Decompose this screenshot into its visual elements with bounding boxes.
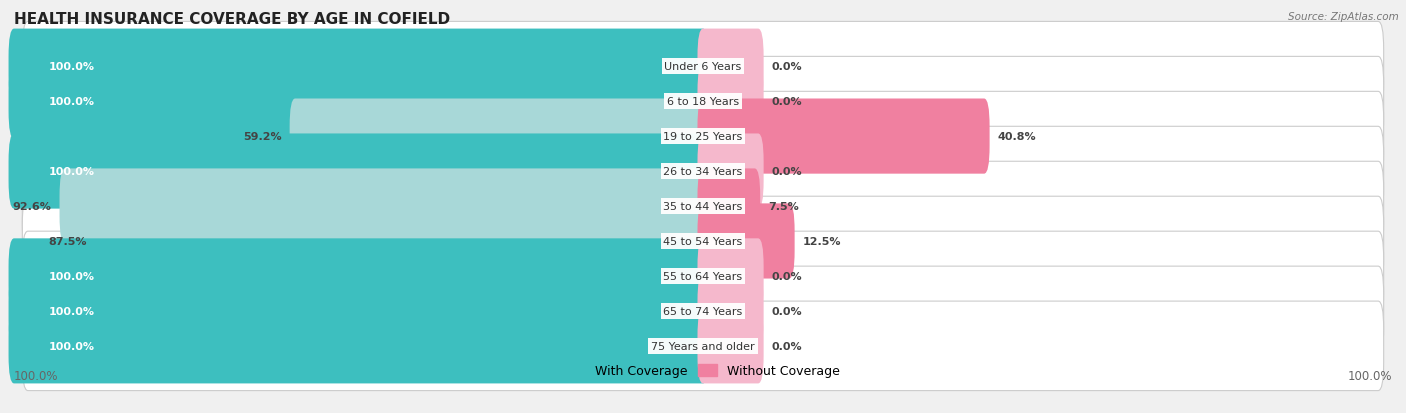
FancyBboxPatch shape <box>22 301 1384 391</box>
Text: 0.0%: 0.0% <box>772 306 803 316</box>
Text: 45 to 54 Years: 45 to 54 Years <box>664 236 742 247</box>
Text: HEALTH INSURANCE COVERAGE BY AGE IN COFIELD: HEALTH INSURANCE COVERAGE BY AGE IN COFI… <box>14 12 450 27</box>
Text: 100.0%: 100.0% <box>48 97 94 107</box>
Text: 26 to 34 Years: 26 to 34 Years <box>664 166 742 177</box>
FancyBboxPatch shape <box>697 99 990 174</box>
Text: 100.0%: 100.0% <box>48 341 94 351</box>
Text: 12.5%: 12.5% <box>803 236 841 247</box>
Text: 0.0%: 0.0% <box>772 62 803 72</box>
FancyBboxPatch shape <box>697 64 763 139</box>
Text: 35 to 44 Years: 35 to 44 Years <box>664 202 742 211</box>
Text: 59.2%: 59.2% <box>243 132 281 142</box>
Text: 100.0%: 100.0% <box>48 166 94 177</box>
Text: 0.0%: 0.0% <box>772 271 803 281</box>
Text: 6 to 18 Years: 6 to 18 Years <box>666 97 740 107</box>
FancyBboxPatch shape <box>8 309 709 384</box>
FancyBboxPatch shape <box>8 134 709 209</box>
FancyBboxPatch shape <box>22 92 1384 181</box>
Text: 0.0%: 0.0% <box>772 341 803 351</box>
Text: 100.0%: 100.0% <box>48 271 94 281</box>
Text: 19 to 25 Years: 19 to 25 Years <box>664 132 742 142</box>
FancyBboxPatch shape <box>22 232 1384 321</box>
FancyBboxPatch shape <box>697 204 794 279</box>
Text: 0.0%: 0.0% <box>772 166 803 177</box>
FancyBboxPatch shape <box>8 274 709 349</box>
Text: Under 6 Years: Under 6 Years <box>665 62 741 72</box>
Text: 7.5%: 7.5% <box>769 202 799 211</box>
FancyBboxPatch shape <box>94 204 709 279</box>
Text: 0.0%: 0.0% <box>772 97 803 107</box>
FancyBboxPatch shape <box>697 169 761 244</box>
FancyBboxPatch shape <box>22 22 1384 112</box>
Text: 100.0%: 100.0% <box>48 62 94 72</box>
FancyBboxPatch shape <box>22 266 1384 356</box>
Text: 40.8%: 40.8% <box>998 132 1036 142</box>
Text: 75 Years and older: 75 Years and older <box>651 341 755 351</box>
FancyBboxPatch shape <box>290 99 709 174</box>
Text: 65 to 74 Years: 65 to 74 Years <box>664 306 742 316</box>
FancyBboxPatch shape <box>697 29 763 104</box>
Text: 55 to 64 Years: 55 to 64 Years <box>664 271 742 281</box>
Legend: With Coverage, Without Coverage: With Coverage, Without Coverage <box>561 359 845 382</box>
Text: 100.0%: 100.0% <box>14 369 59 382</box>
FancyBboxPatch shape <box>22 57 1384 147</box>
FancyBboxPatch shape <box>697 274 763 349</box>
FancyBboxPatch shape <box>59 169 709 244</box>
FancyBboxPatch shape <box>22 197 1384 286</box>
Text: 100.0%: 100.0% <box>48 306 94 316</box>
Text: 87.5%: 87.5% <box>48 236 86 247</box>
FancyBboxPatch shape <box>8 29 709 104</box>
FancyBboxPatch shape <box>8 64 709 139</box>
Text: 92.6%: 92.6% <box>13 202 51 211</box>
FancyBboxPatch shape <box>697 239 763 314</box>
FancyBboxPatch shape <box>697 134 763 209</box>
FancyBboxPatch shape <box>22 127 1384 216</box>
Text: Source: ZipAtlas.com: Source: ZipAtlas.com <box>1288 12 1399 22</box>
FancyBboxPatch shape <box>697 309 763 384</box>
FancyBboxPatch shape <box>8 239 709 314</box>
Text: 100.0%: 100.0% <box>1347 369 1392 382</box>
FancyBboxPatch shape <box>22 162 1384 251</box>
